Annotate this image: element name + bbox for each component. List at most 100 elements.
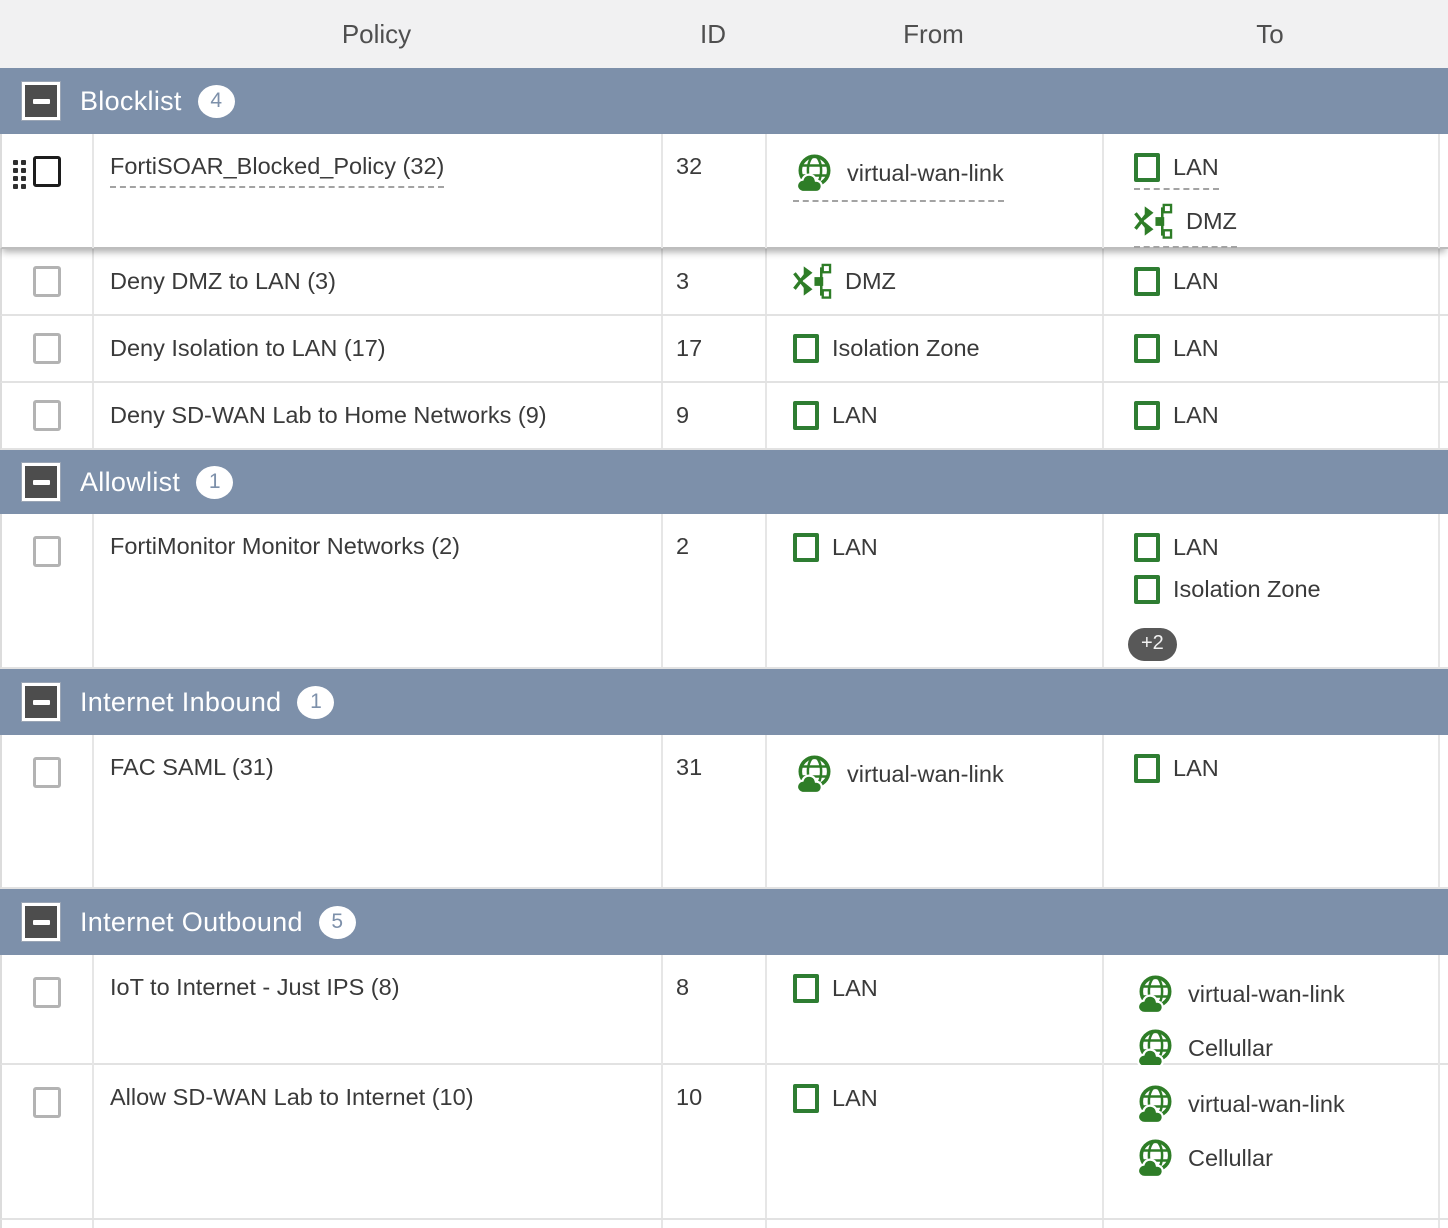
interface-item[interactable]: Isolation Zone bbox=[1134, 575, 1321, 604]
interface-label: LAN bbox=[1173, 402, 1219, 428]
interface-label: LAN bbox=[1173, 534, 1219, 560]
from-interfaces: LAN bbox=[793, 974, 878, 1003]
policy-id: 32 bbox=[663, 134, 767, 248]
interface-label: Cellullar bbox=[1188, 1035, 1273, 1061]
drag-handle-icon[interactable] bbox=[13, 160, 26, 189]
interface-label: LAN bbox=[832, 402, 878, 428]
collapse-group-icon[interactable] bbox=[21, 81, 61, 121]
policy-row[interactable]: Deny Isolation to LAN (17) 17 Isolation Zo… bbox=[0, 316, 1448, 383]
policy-id: 17 bbox=[663, 316, 767, 381]
row-checkbox[interactable] bbox=[33, 536, 61, 567]
row-checkbox[interactable] bbox=[33, 266, 61, 297]
table-column-headers: Policy ID From To bbox=[0, 0, 1448, 68]
to-interfaces: virtual-wan-link Cellullar bbox=[1134, 974, 1345, 1069]
interface-square-icon bbox=[793, 1084, 819, 1113]
interface-label: LAN bbox=[1173, 268, 1219, 294]
row-checkbox[interactable] bbox=[33, 333, 61, 364]
row-checkbox[interactable] bbox=[33, 1087, 61, 1118]
policy-row[interactable]: FAC SAML (31) 31 virtual-wan-link LAN bbox=[0, 735, 1448, 889]
interface-item[interactable]: Cellullar bbox=[1134, 1138, 1273, 1179]
interface-item[interactable]: virtual-wan-link bbox=[1134, 1084, 1345, 1125]
interface-label: LAN bbox=[1173, 335, 1219, 361]
interface-item[interactable]: virtual-wan-link bbox=[793, 153, 1004, 202]
policy-row[interactable]: Deny SD-WAN Lab to Home Networks (9) 9 LAN… bbox=[0, 383, 1448, 450]
policy-name[interactable]: Deny Isolation to LAN (17) bbox=[110, 335, 386, 361]
interface-label: Isolation Zone bbox=[832, 335, 980, 361]
policy-id: 31 bbox=[663, 735, 767, 887]
to-interfaces: LAN bbox=[1134, 754, 1219, 783]
group-header: Internet Outbound 5 bbox=[0, 889, 1448, 955]
interface-item[interactable]: virtual-wan-link bbox=[793, 754, 1004, 795]
group-count-badge: 1 bbox=[297, 685, 335, 719]
group-header: Internet Inbound 1 bbox=[0, 669, 1448, 735]
policy-name[interactable]: Deny DMZ to LAN (3) bbox=[110, 268, 336, 294]
row-checkbox[interactable] bbox=[33, 757, 61, 788]
interface-item[interactable]: LAN bbox=[793, 401, 878, 430]
collapse-group-icon[interactable] bbox=[21, 682, 61, 722]
to-interfaces: LAN bbox=[1134, 334, 1219, 363]
interface-item[interactable]: LAN bbox=[1134, 334, 1219, 363]
policy-name[interactable]: Allow SD-WAN Lab to Internet (10) bbox=[110, 1084, 474, 1110]
from-interfaces: Isolation Zone bbox=[793, 334, 980, 363]
group-header: Allowlist 1 bbox=[0, 450, 1448, 514]
collapse-group-icon[interactable] bbox=[21, 902, 61, 942]
interface-square-icon bbox=[1134, 334, 1160, 363]
group-name: Internet Outbound bbox=[80, 906, 303, 937]
from-interfaces: virtual-wan-link bbox=[793, 754, 1004, 795]
interface-square-icon bbox=[793, 533, 819, 562]
interface-item[interactable]: LAN bbox=[1134, 153, 1219, 190]
row-checkbox[interactable] bbox=[33, 977, 61, 1008]
policy-name[interactable]: FortiSOAR_Blocked_Policy (32) bbox=[110, 153, 445, 188]
interface-item[interactable]: DMZ bbox=[1134, 203, 1237, 248]
column-header-id[interactable]: ID bbox=[700, 18, 726, 49]
interface-square-icon bbox=[1134, 575, 1160, 604]
interface-label: DMZ bbox=[845, 268, 896, 294]
policy-name[interactable]: FortiMonitor Monitor Networks (2) bbox=[110, 533, 460, 559]
to-interfaces: LAN bbox=[1134, 401, 1219, 430]
to-interfaces: LAN bbox=[1134, 267, 1219, 296]
column-header-from[interactable]: From bbox=[903, 18, 964, 49]
sdwan-globe-icon bbox=[1134, 1084, 1175, 1125]
group-count-badge: 1 bbox=[196, 465, 234, 499]
interface-item[interactable]: DMZ bbox=[793, 263, 896, 300]
interface-square-icon bbox=[793, 974, 819, 1003]
row-checkbox[interactable] bbox=[33, 156, 61, 187]
to-interfaces: virtual-wan-link Cellullar bbox=[1134, 1084, 1345, 1179]
interface-label: virtual-wan-link bbox=[1188, 1091, 1345, 1117]
interface-label: virtual-wan-link bbox=[847, 761, 1004, 787]
policy-name[interactable]: IoT to Internet - Just IPS (8) bbox=[110, 974, 400, 1000]
policy-row[interactable]: Deny DMZ to LAN (3) 3 DMZ LAN bbox=[0, 249, 1448, 316]
interface-square-icon bbox=[793, 401, 819, 430]
interface-square-icon bbox=[1134, 533, 1160, 562]
policy-row[interactable]: Allow SD-WAN Lab to Internet (10) 10 LAN vi… bbox=[0, 1065, 1448, 1220]
interface-item[interactable]: LAN bbox=[1134, 401, 1219, 430]
policy-row[interactable]: FortiMonitor Monitor Networks (2) 2 LAN LAN… bbox=[0, 514, 1448, 669]
policy-name[interactable]: FAC SAML (31) bbox=[110, 754, 274, 780]
interface-square-icon bbox=[793, 334, 819, 363]
interface-square-icon bbox=[1134, 267, 1160, 296]
interface-item[interactable]: LAN bbox=[793, 974, 878, 1003]
zone-icon bbox=[793, 263, 832, 300]
interface-item[interactable]: LAN bbox=[1134, 267, 1219, 296]
interface-label: Cellullar bbox=[1188, 1145, 1273, 1171]
from-interfaces: DMZ bbox=[793, 263, 896, 300]
interface-item[interactable]: Cellullar bbox=[1134, 1028, 1273, 1069]
column-header-to[interactable]: To bbox=[1256, 18, 1284, 49]
collapse-group-icon[interactable] bbox=[21, 462, 61, 502]
interface-item[interactable]: LAN bbox=[793, 533, 878, 562]
policy-row[interactable]: IoT to Internet - Just IPS (8) 8 LAN virtua… bbox=[0, 955, 1448, 1069]
row-checkbox[interactable] bbox=[33, 400, 61, 431]
interface-item[interactable]: LAN bbox=[1134, 754, 1219, 783]
policy-name[interactable]: Deny SD-WAN Lab to Home Networks (9) bbox=[110, 402, 547, 428]
group-count-badge: 5 bbox=[318, 905, 356, 939]
interface-item[interactable]: virtual-wan-link bbox=[1134, 974, 1345, 1015]
group-name: Internet Inbound bbox=[80, 686, 282, 717]
interface-label: LAN bbox=[832, 1085, 878, 1111]
policy-row[interactable]: FortiSOAR_Blocked_Policy (32) 32 virtual-w… bbox=[0, 134, 1448, 249]
column-header-policy[interactable]: Policy bbox=[341, 18, 412, 49]
interface-item[interactable]: LAN bbox=[793, 1084, 878, 1113]
more-count-badge[interactable]: +2 bbox=[1128, 628, 1177, 661]
interface-item[interactable]: LAN bbox=[1134, 533, 1219, 562]
interface-item[interactable]: Isolation Zone bbox=[793, 334, 980, 363]
